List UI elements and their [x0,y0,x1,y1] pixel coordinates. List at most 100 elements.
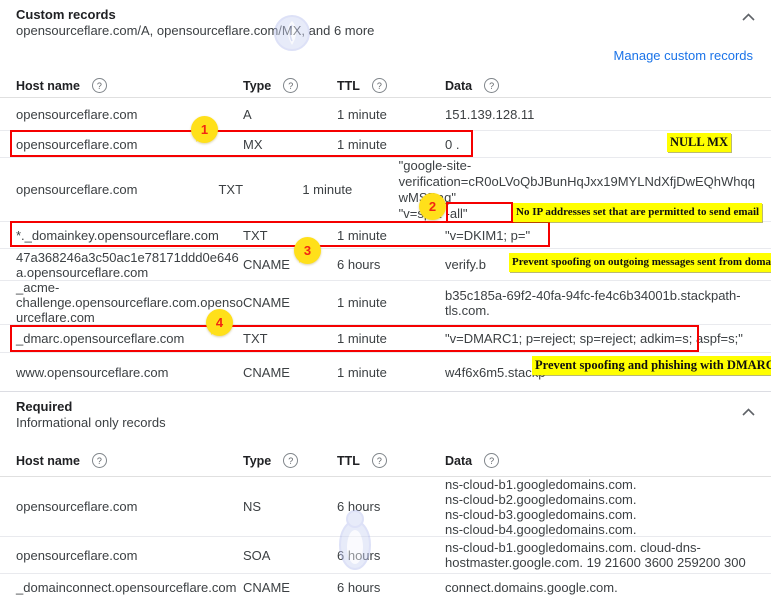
table-row-dmarc: _dmarc.opensourceflare.com TXT 1 minute … [0,325,771,353]
cell-type: CNAME [243,257,290,272]
column-label: Data [445,78,473,93]
table-row-acme-challenge: _acme- challenge.opensourceflare.com.ope… [0,280,771,325]
cell-type: CNAME [243,364,290,380]
column-label: TTL [337,78,360,93]
help-icon[interactable]: ? [283,78,299,93]
custom-records-header: Custom records opensourceflare.com/A, op… [16,6,374,39]
cell-ttl: 6 hours [337,579,381,595]
column-label: Type [243,453,272,468]
section-title: Custom records [16,7,116,22]
help-icon[interactable]: ? [484,453,500,468]
column-label: TTL [337,453,360,468]
cell-ttl: 1 minute [337,136,387,152]
cell-data: "v=DMARC1; p=reject; sp=reject; adkim=s;… [445,331,743,346]
column-ttl: TTL ? [337,78,445,93]
column-host-name: Host name ? [0,78,243,93]
annotation-note-spf: No IP addresses set that are permitted t… [513,203,763,222]
table-row-dkim: *._domainkey.opensourceflare.com TXT 1 m… [0,222,771,249]
required-header: Required Informational only records [16,398,166,431]
help-icon[interactable]: ? [283,453,299,468]
table-row-ns: opensourceflare.com NS 6 hours ns-cloud-… [0,477,771,537]
column-type: Type ? [243,453,337,468]
cell-data: b35c185a-69f2-40fa-94fc-fe4c6b34001b.sta… [445,287,741,318]
column-ttl: TTL ? [337,453,445,468]
help-icon[interactable]: ? [371,78,387,93]
cell-type: NS [243,499,262,514]
annotation-badge-2: 2 [419,193,446,220]
collapse-chevron-up-icon[interactable] [742,9,755,24]
manage-custom-records-link[interactable]: Manage custom records [613,48,753,63]
section-subtitle: opensourceflare.com/A, opensourceflare.c… [16,23,375,38]
cell-type: CNAME [243,295,290,310]
cell-host-name: www.opensourceflare.com [16,364,169,380]
cell-ttl: 1 minute [302,182,353,197]
cell-host-name: _domainconnect.opensourceflare.com [16,579,237,595]
help-icon[interactable]: ? [484,78,500,93]
cell-type: TXT [218,182,244,197]
cell-ttl: 1 minute [337,227,387,243]
help-icon[interactable]: ? [91,453,107,468]
cell-host-name: opensourceflare.com [16,499,138,514]
cell-type: A [243,106,252,122]
cell-type: TXT [243,227,268,243]
cell-ttl: 6 hours [337,499,381,514]
table-header-row: Host name ? Type ? TTL ? Data ? [0,445,771,477]
collapse-chevron-up-icon[interactable] [742,404,755,419]
column-data: Data ? [445,453,771,468]
cell-host-name: _acme- challenge.opensourceflare.com.ope… [16,280,243,325]
table-row-domainconnect: _domainconnect.opensourceflare.com CNAME… [0,574,771,600]
cell-data: 0 . [445,136,460,152]
column-host-name: Host name ? [0,453,243,468]
help-icon[interactable]: ? [371,453,387,468]
cell-ttl: 6 hours [337,257,381,272]
cell-host-name: opensourceflare.com [16,182,138,197]
annotation-note-null-mx: NULL MX [667,133,731,152]
cell-data: ns-cloud-b1.googledomains.com. cloud-dns… [445,540,746,570]
cell-data: "v=DKIM1; p=" [445,227,531,243]
column-label: Type [243,78,272,93]
cell-host-name: *._domainkey.opensourceflare.com [16,227,219,243]
section-title: Required [16,399,73,414]
section-subtitle: Informational only records [16,415,166,430]
cell-data: w4f6x6m5.stackp [445,364,546,380]
annotation-box-dkim-row [10,221,550,247]
annotation-badge-3: 3 [294,237,321,264]
cell-ttl: 1 minute [337,295,387,310]
cell-ttl: 6 hours [337,547,381,563]
cell-host-name: 47a368246a3c50ac1e78171ddd0e646 a.openso… [16,249,239,280]
table-row-cname-verify: 47a368246a3c50ac1e78171ddd0e646 a.openso… [0,249,771,281]
cell-data: 151.139.128.11 [445,106,535,122]
help-icon[interactable]: ? [91,78,107,93]
cell-ttl: 1 minute [337,106,387,122]
cell-type: SOA [243,547,271,563]
column-data: Data ? [445,78,771,93]
table-row-a: opensourceflare.com A 1 minute 151.139.1… [0,98,771,131]
txt-value-site-verification: "google-site- verification=cR0oLVoQbJBun… [398,157,755,205]
cell-data: connect.domains.google.com. [445,579,618,595]
cell-host-name: opensourceflare.com [16,136,138,152]
cell-ttl: 1 minute [337,364,387,380]
annotation-badge-4: 4 [206,309,233,336]
cell-data: ns-cloud-b1.googledomains.com. ns-cloud-… [445,476,637,537]
cell-host-name: _dmarc.opensourceflare.com [16,331,185,346]
cell-data: verify.b [445,257,486,272]
table-row-soa: opensourceflare.com SOA 6 hours ns-cloud… [0,537,771,574]
cell-type: TXT [243,331,268,346]
table-row-mx: opensourceflare.com MX 1 minute 0 . [0,131,771,158]
annotation-box-spf-value [446,202,513,223]
column-label: Host name [16,453,80,468]
annotation-box-dmarc-row [10,325,699,352]
cell-host-name: opensourceflare.com [16,547,138,563]
required-records-table: Host name ? Type ? TTL ? Data ? opensour… [0,445,771,600]
column-type: Type ? [243,78,337,93]
column-label: Data [445,453,473,468]
annotation-note-dmarc: Prevent spoofing and phishing with DMARC [532,356,771,375]
annotation-box-mx-row [10,130,473,157]
table-row-www: www.opensourceflare.com CNAME 1 minute w… [0,353,771,392]
annotation-badge-1: 1 [191,116,218,143]
cell-host-name: opensourceflare.com [16,106,138,122]
column-label: Host name [16,78,80,93]
cell-type: CNAME [243,579,290,595]
cell-type: MX [243,136,263,152]
